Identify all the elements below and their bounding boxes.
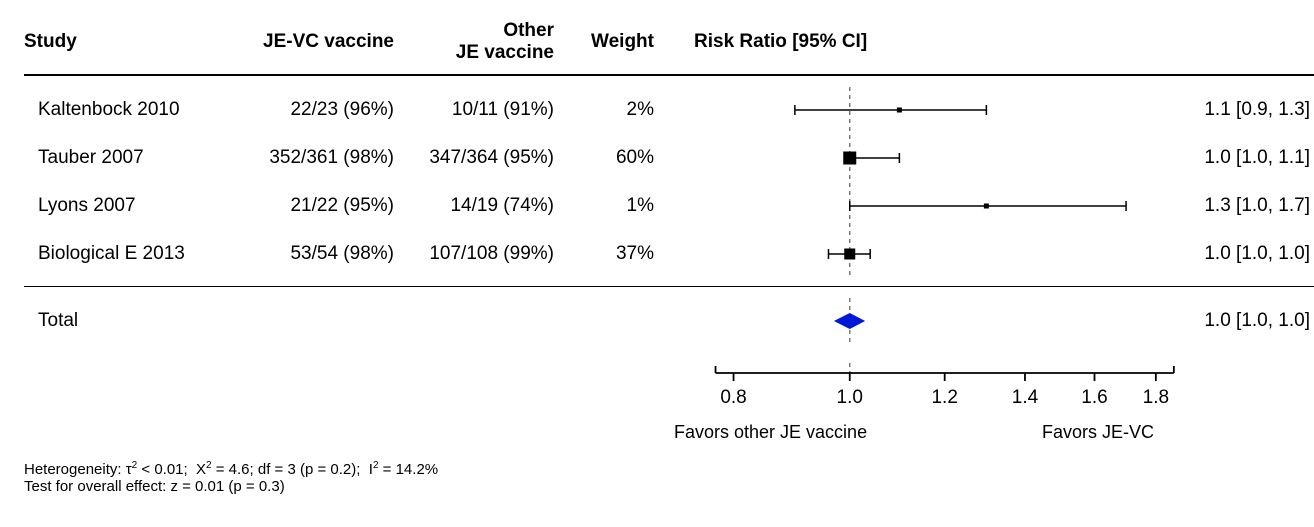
study-name: Kaltenbock 2010: [24, 86, 254, 134]
jevc-header: JE-VC vaccine: [254, 31, 414, 63]
spacer: [414, 308, 574, 334]
weight-value: 2%: [574, 86, 664, 134]
other-vaccine-value: 14/19 (74%): [414, 182, 574, 230]
forest-row-plot: [664, 183, 1184, 229]
weight-value: 60%: [574, 134, 664, 182]
heterogeneity-line: Heterogeneity: τ2 < 0.01; Χ2 = 4.6; df =…: [24, 460, 438, 478]
weight-value: 1%: [574, 182, 664, 230]
spacer: [574, 308, 664, 334]
forest-total-plot: [664, 298, 1184, 344]
total-risk-ratio: 1.0 [1.0, 1.0]: [1184, 297, 1314, 345]
study-name: Lyons 2007: [24, 182, 254, 230]
forest-row-plot: [664, 135, 1184, 181]
other-vaccine-value: 10/11 (91%): [414, 86, 574, 134]
favor-left-label: Favors other JE vaccine: [674, 422, 867, 443]
jevc-value: 352/361 (98%): [254, 134, 414, 182]
study-header: Study: [24, 31, 254, 63]
other-vaccine-value: 107/108 (99%): [414, 230, 574, 278]
weight-header: Weight: [574, 31, 664, 63]
study-name: Tauber 2007: [24, 134, 254, 182]
svg-text:1.2: 1.2: [931, 387, 957, 408]
jevc-value: 21/22 (95%): [254, 182, 414, 230]
risk-ratio-value: 1.0 [1.0, 1.1]: [1184, 134, 1314, 182]
weight-value: 37%: [574, 230, 664, 278]
favor-labels: Favors other JE vaccine Favors JE-VC: [664, 422, 1184, 443]
forest-row-plot: [664, 231, 1184, 277]
risk-ratio-value: 1.0 [1.0, 1.0]: [1184, 230, 1314, 278]
other-vaccine-header: OtherJE vaccine: [414, 20, 574, 74]
svg-text:1.4: 1.4: [1012, 387, 1039, 408]
jevc-value: 53/54 (98%): [254, 230, 414, 278]
overall-effect-line: Test for overall effect: z = 0.01 (p = 0…: [24, 478, 438, 495]
jevc-value: 22/23 (96%): [254, 86, 414, 134]
forest-plot-figure: { "headers": { "study": "Study", "jevc":…: [0, 0, 1314, 527]
total-label: Total: [24, 297, 254, 345]
x-axis: 0.8 1.0 1.2 1.4 1.6 1.8: [664, 363, 1184, 418]
risk-ratio-header: Risk Ratio [95% CI]: [664, 31, 1184, 63]
forest-row-plot: [664, 87, 1184, 133]
risk-ratio-value: 1.3 [1.0, 1.7]: [1184, 182, 1314, 230]
svg-text:1.6: 1.6: [1081, 387, 1107, 408]
risk-ratio-value: 1.1 [0.9, 1.3]: [1184, 86, 1314, 134]
spacer: [254, 308, 414, 334]
footer-statistics: Heterogeneity: τ2 < 0.01; Χ2 = 4.6; df =…: [24, 460, 438, 496]
other-vaccine-value: 347/364 (95%): [414, 134, 574, 182]
favor-right-label: Favors JE-VC: [1042, 422, 1154, 443]
study-name: Biological E 2013: [24, 230, 254, 278]
svg-text:0.8: 0.8: [720, 387, 746, 408]
svg-text:1.0: 1.0: [837, 387, 863, 408]
svg-text:1.8: 1.8: [1143, 387, 1169, 408]
